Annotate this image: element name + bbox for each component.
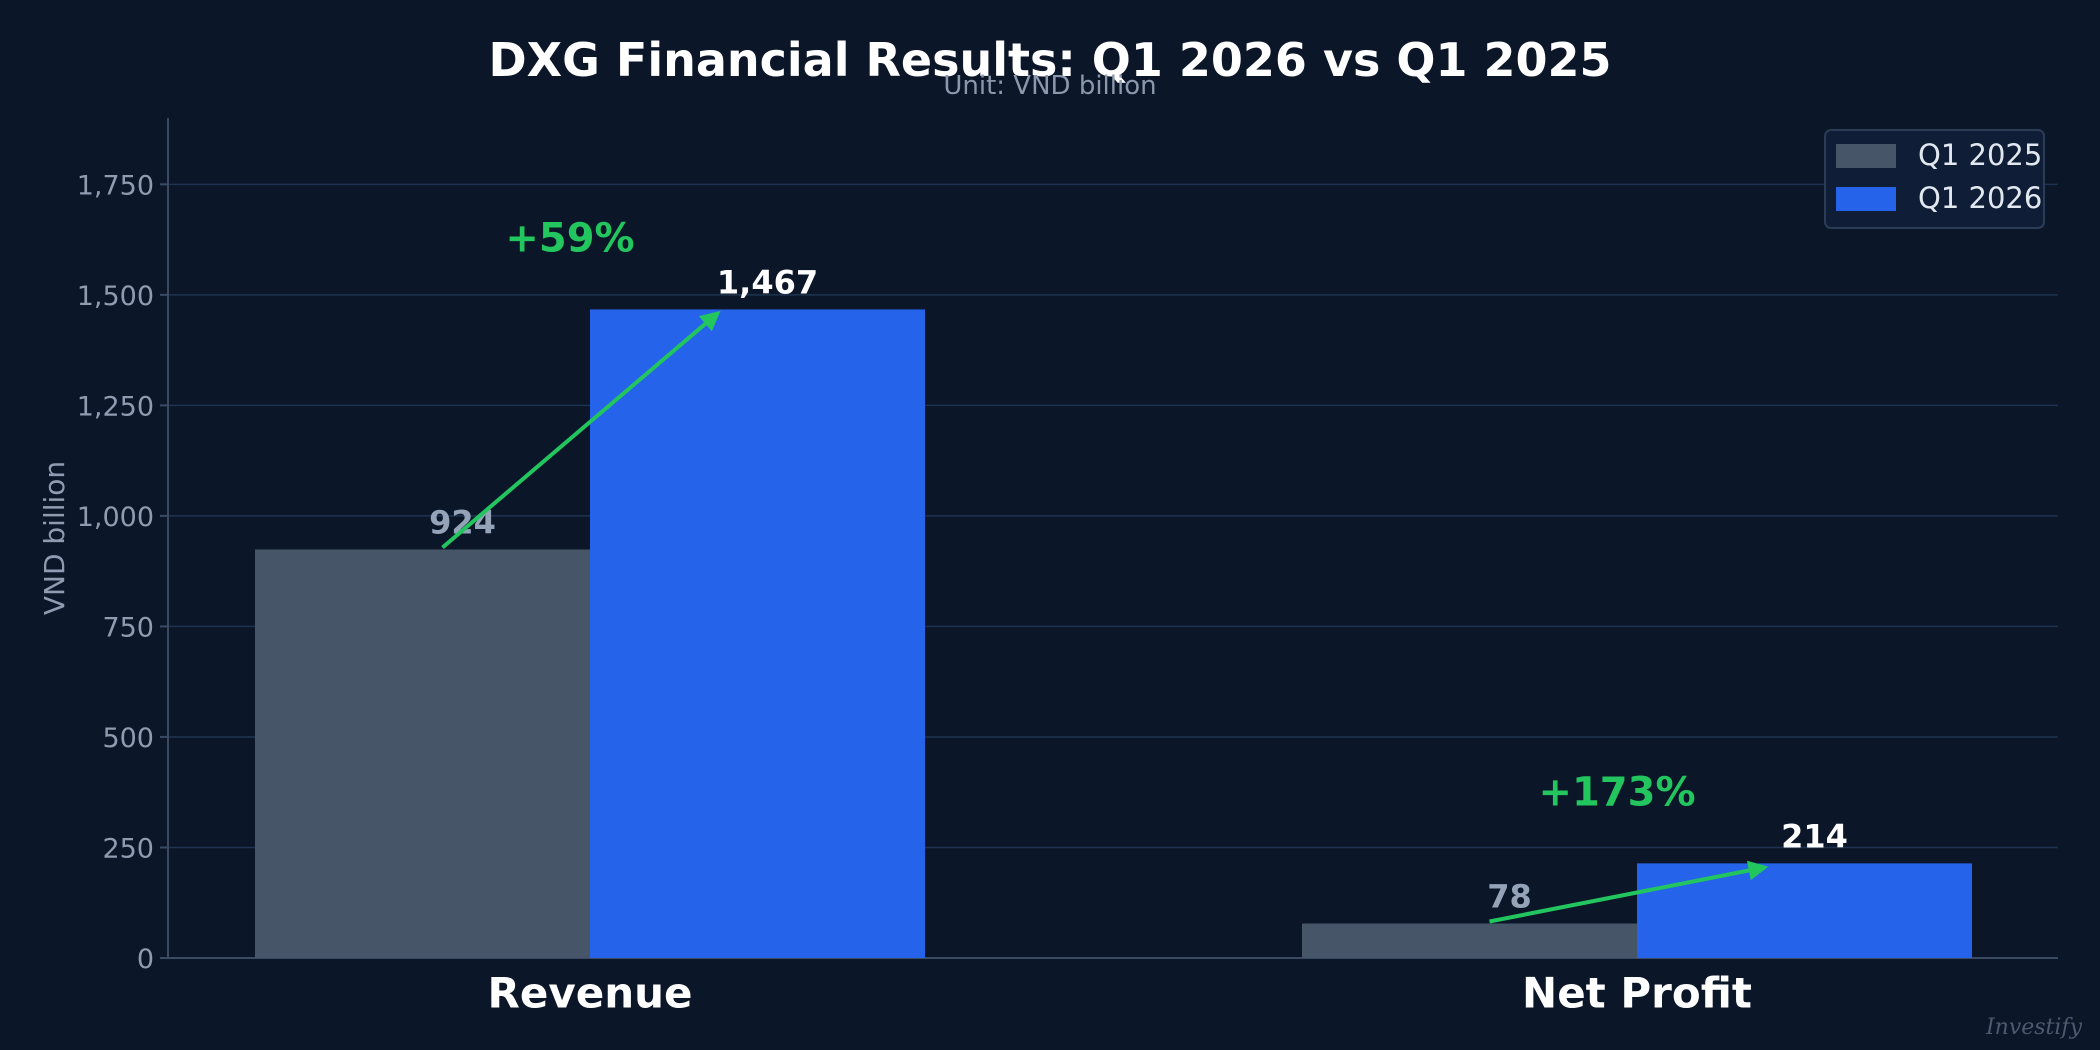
data-label-q1-2025: 78 [1487, 878, 1532, 916]
legend: Q1 2025 Q1 2026 [1824, 129, 2045, 229]
legend-swatch [1836, 144, 1896, 168]
y-tick-label: 1,750 [77, 170, 154, 201]
growth-arrow [441, 310, 721, 550]
y-tick-label: 750 [102, 612, 154, 643]
y-tick-label: 1,500 [77, 281, 154, 312]
data-label-q1-2026: 1,467 [717, 263, 818, 301]
chart-subtitle: Unit: VND billion [943, 71, 1156, 101]
y-tick-label: 250 [102, 833, 154, 864]
bar-net-profit-q1-2026 [1637, 863, 1972, 958]
bar-revenue-q1-2025 [255, 549, 590, 958]
y-tick-label: 0 [137, 944, 154, 975]
bar-revenue-q1-2026 [590, 309, 925, 958]
growth-arrow [1489, 860, 1769, 924]
y-tick-label: 1,250 [77, 391, 154, 422]
bar-net-profit-q1-2025 [1302, 923, 1637, 958]
legend-label: Q1 2026 [1918, 181, 2042, 215]
x-category-label: Net Profit [1522, 969, 1752, 1018]
y-axis-title: VND billion [38, 461, 71, 615]
chart-title: DXG Financial Results: Q1 2026 vs Q1 202… [488, 33, 1611, 87]
watermark-text: Investify [1985, 1015, 2083, 1040]
x-category-label: Revenue [488, 969, 693, 1018]
y-tick-label: 500 [102, 723, 154, 754]
y-tick-label: 1,000 [77, 502, 154, 533]
axes: 0 250 500 750 1,000 1,250 1,500 1,750 [77, 118, 2058, 975]
data-label-q1-2026: 214 [1781, 817, 1848, 855]
legend-label: Q1 2025 [1918, 138, 2042, 172]
legend-swatch [1836, 187, 1896, 211]
bars [255, 309, 1972, 958]
change-label: +173% [1538, 769, 1695, 815]
change-label: +59% [505, 215, 634, 261]
